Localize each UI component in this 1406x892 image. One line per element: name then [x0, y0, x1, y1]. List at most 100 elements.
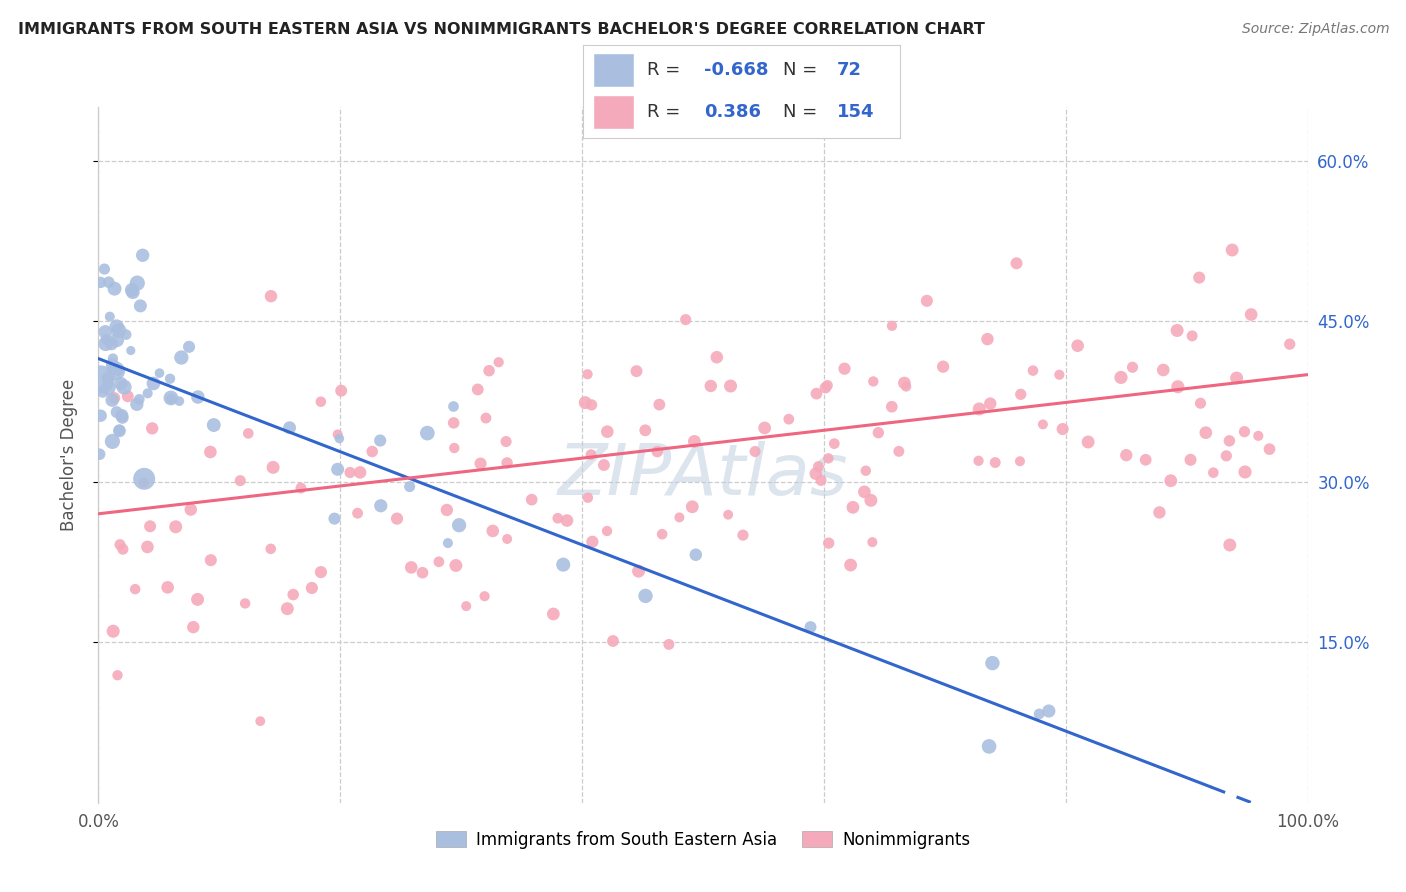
- Point: [1032, 417, 1054, 432]
- Point: [200, 553, 222, 567]
- Point: [685, 548, 707, 562]
- Point: [647, 444, 669, 458]
- Point: [880, 400, 903, 414]
- Point: [817, 451, 839, 466]
- Point: [744, 444, 766, 458]
- Point: [105, 405, 128, 419]
- Point: [89, 276, 111, 290]
- Point: [1215, 449, 1237, 463]
- Point: [370, 499, 392, 513]
- Point: [1166, 323, 1188, 337]
- Point: [634, 423, 657, 437]
- Point: [330, 384, 353, 398]
- Point: [1188, 270, 1211, 285]
- Point: [651, 527, 673, 541]
- Point: [111, 410, 134, 425]
- Point: [804, 467, 827, 481]
- Point: [976, 332, 998, 346]
- Text: IMMIGRANTS FROM SOUTH EASTERN ASIA VS NONIMMIGRANTS BACHELOR'S DEGREE CORRELATIO: IMMIGRANTS FROM SOUTH EASTERN ASIA VS NO…: [18, 22, 986, 37]
- Point: [1219, 538, 1241, 552]
- Point: [134, 472, 156, 486]
- Point: [385, 511, 408, 525]
- Point: [855, 464, 877, 478]
- Point: [436, 503, 458, 517]
- Point: [1152, 363, 1174, 377]
- Point: [977, 739, 1000, 754]
- Point: [842, 500, 865, 515]
- Point: [815, 378, 838, 392]
- Point: [981, 656, 1004, 670]
- Point: [1121, 360, 1143, 375]
- Point: [1233, 425, 1256, 439]
- Point: [443, 400, 465, 414]
- Point: [309, 394, 332, 409]
- Point: [1052, 422, 1074, 436]
- Point: [1115, 448, 1137, 462]
- Point: [467, 383, 489, 397]
- Point: [1234, 465, 1257, 479]
- Point: [1258, 442, 1281, 457]
- Point: [449, 518, 471, 533]
- Point: [547, 511, 569, 525]
- Point: [658, 637, 681, 651]
- Point: [128, 392, 150, 407]
- Point: [160, 392, 183, 406]
- Point: [124, 582, 146, 596]
- Point: [107, 363, 129, 377]
- FancyBboxPatch shape: [593, 53, 634, 87]
- Point: [260, 289, 283, 303]
- Point: [817, 536, 839, 550]
- Point: [121, 285, 143, 299]
- Point: [555, 514, 578, 528]
- Point: [233, 596, 256, 610]
- Point: [814, 381, 837, 395]
- Point: [103, 624, 125, 639]
- Point: [1160, 474, 1182, 488]
- Point: [290, 481, 312, 495]
- Point: [778, 412, 800, 426]
- Point: [1278, 337, 1301, 351]
- Point: [1047, 368, 1070, 382]
- Legend: Immigrants from South Eastern Asia, Nonimmigrants: Immigrants from South Eastern Asia, Noni…: [427, 822, 979, 857]
- Point: [488, 355, 510, 369]
- Point: [94, 336, 117, 351]
- Point: [90, 372, 112, 386]
- Point: [481, 524, 503, 538]
- Point: [181, 620, 204, 634]
- Point: [495, 434, 517, 449]
- Point: [180, 502, 202, 516]
- Point: [1167, 380, 1189, 394]
- Point: [105, 333, 128, 347]
- Text: ZIPAtlas: ZIPAtlas: [558, 442, 848, 510]
- Point: [474, 589, 496, 603]
- Point: [576, 368, 599, 382]
- Point: [103, 391, 125, 405]
- Point: [681, 500, 703, 514]
- Point: [276, 601, 298, 615]
- Text: 0.386: 0.386: [704, 103, 761, 121]
- Point: [456, 599, 478, 613]
- Point: [148, 366, 170, 380]
- Point: [97, 275, 120, 289]
- Point: [880, 318, 903, 333]
- Point: [444, 558, 467, 573]
- Point: [361, 444, 384, 458]
- Text: 154: 154: [837, 103, 875, 121]
- Point: [187, 390, 209, 404]
- Point: [1202, 466, 1225, 480]
- Point: [107, 323, 129, 337]
- Point: [108, 424, 131, 438]
- Point: [720, 379, 742, 393]
- Point: [368, 434, 391, 448]
- Point: [346, 506, 368, 520]
- Point: [90, 409, 112, 423]
- Point: [416, 426, 439, 441]
- Point: [202, 418, 225, 433]
- Point: [1247, 429, 1270, 443]
- Point: [121, 283, 143, 297]
- Point: [412, 566, 434, 580]
- Point: [717, 508, 740, 522]
- Point: [1181, 329, 1204, 343]
- Point: [668, 510, 690, 524]
- Point: [859, 493, 882, 508]
